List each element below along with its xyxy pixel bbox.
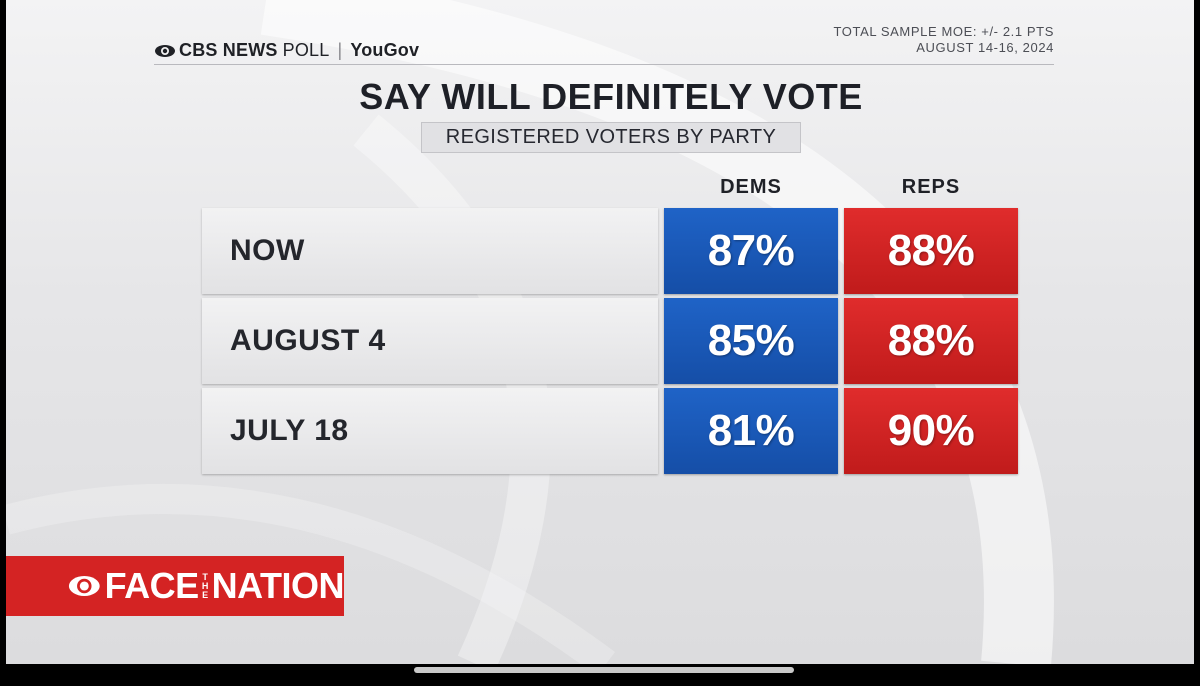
row-label-text: NOW	[230, 234, 305, 267]
reps-value-cell-july-18: 90%	[844, 388, 1018, 474]
subtitle-wrap: REGISTERED VOTERS BY PARTY	[6, 122, 1194, 153]
row-label-now: NOW	[202, 208, 658, 294]
reps-value: 88%	[887, 226, 975, 275]
dems-value: 87%	[707, 226, 795, 275]
chart-subtitle: REGISTERED VOTERS BY PARTY	[420, 122, 802, 153]
home-indicator	[414, 667, 794, 673]
reps-value: 90%	[887, 406, 975, 455]
sample-moe: TOTAL SAMPLE MOE: +/- 2.1 PTS AUGUST 14-…	[833, 24, 1054, 56]
reps-value-cell-now: 88%	[844, 208, 1018, 294]
row-label-july-18: JULY 18	[202, 388, 658, 474]
chart-title: SAY WILL DEFINITELY VOTE	[359, 76, 863, 117]
column-header-dems: DEMS	[720, 176, 782, 198]
row-label-august-4: AUGUST 4	[202, 298, 658, 384]
dems-value-cell-august-4: 85%	[664, 298, 838, 384]
brand-partner: YouGov	[350, 40, 420, 60]
row-label-text: AUGUST 4	[230, 324, 386, 357]
cbs-eye-icon	[68, 576, 100, 596]
brand-poll: POLL	[282, 40, 330, 60]
dems-value-cell-july-18: 81%	[664, 388, 838, 474]
column-header-reps: REPS	[901, 176, 961, 198]
cbs-eye-icon	[155, 44, 175, 57]
row-label-text: JULY 18	[230, 414, 349, 447]
logo-nation: NATION	[211, 565, 345, 606]
brand-cbs-news: CBS NEWS	[179, 40, 278, 60]
dems-value: 81%	[707, 406, 795, 455]
dems-value-cell-now: 87%	[664, 208, 838, 294]
cbs-news-poll-brand: CBS NEWS POLL | YouGov	[154, 40, 419, 61]
logo-face: FACE	[104, 565, 200, 606]
poll-dates: AUGUST 14-16, 2024	[916, 40, 1054, 55]
reps-value-cell-august-4: 88%	[844, 298, 1018, 384]
moe-line: TOTAL SAMPLE MOE: +/- 2.1 PTS	[833, 24, 1054, 39]
header-divider	[154, 64, 1054, 65]
reps-value: 88%	[887, 316, 975, 365]
dems-value: 85%	[707, 316, 795, 365]
brand-separator: |	[337, 40, 343, 60]
tv-screen: CBS NEWS POLL | YouGov TOTAL SAMPLE MOE:…	[6, 0, 1194, 664]
logo-the: THE	[201, 571, 209, 600]
face-the-nation-logo: FACE THE NATION	[6, 556, 345, 616]
